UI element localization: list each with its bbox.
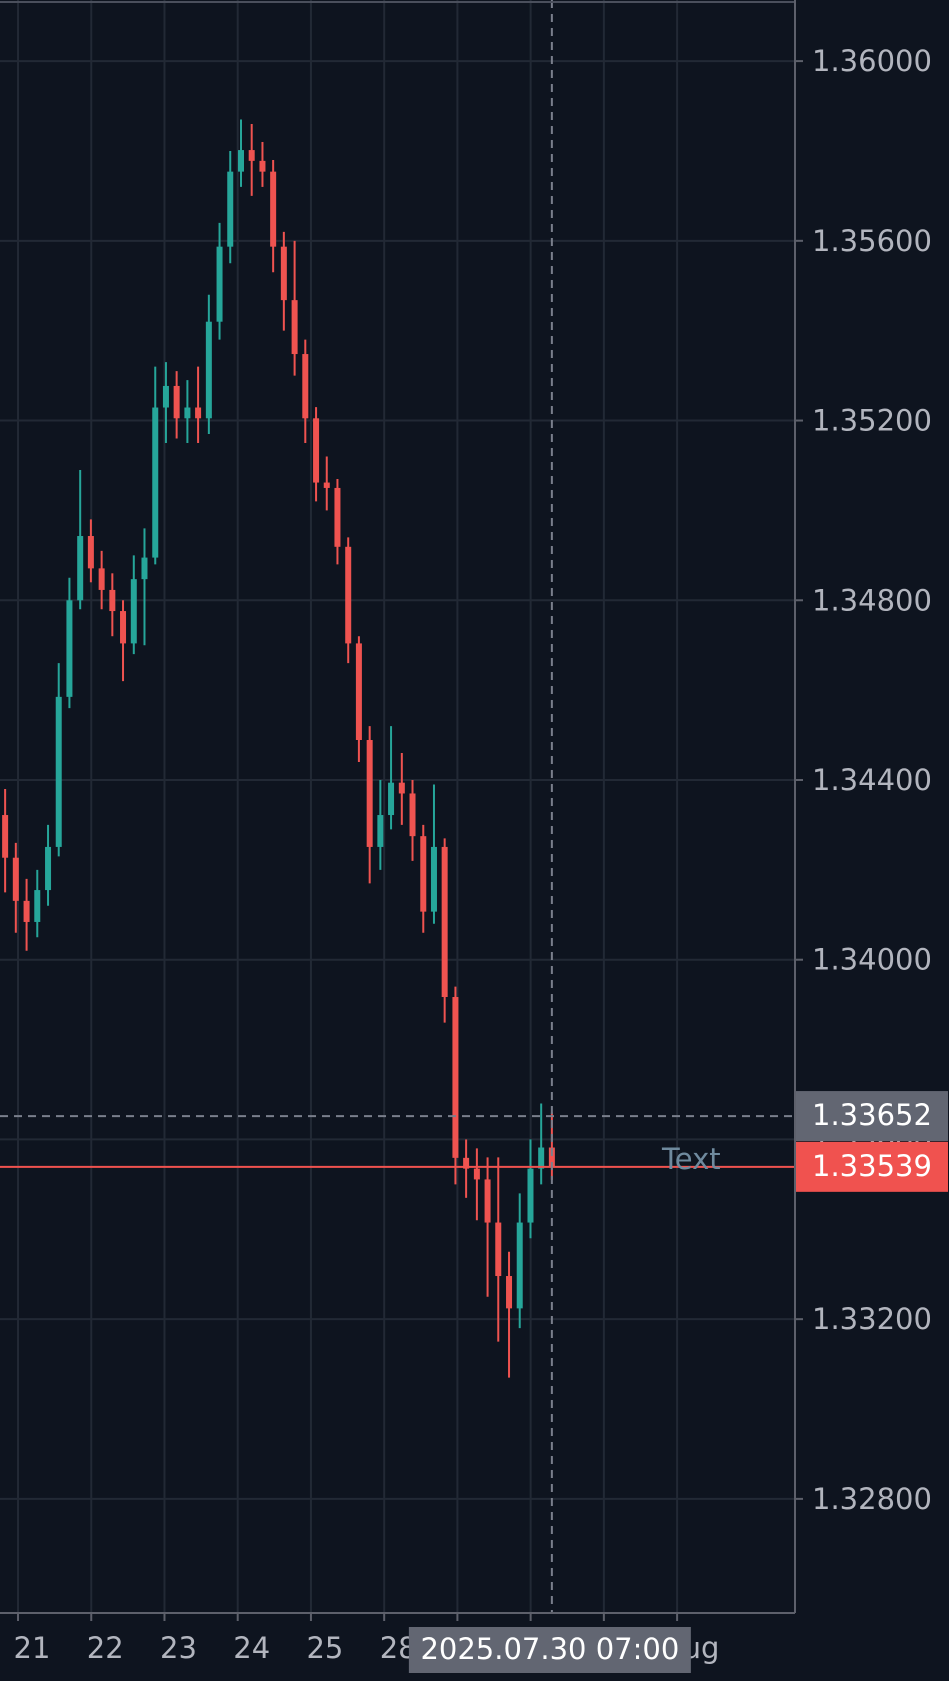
candle-body — [173, 385, 180, 419]
candle-body — [516, 1222, 523, 1309]
candle-body — [227, 171, 234, 247]
candle-body — [388, 782, 395, 816]
y-tick-label: 1.35200 — [812, 404, 932, 438]
candle-body — [45, 846, 52, 891]
y-tick-label: 1.34000 — [812, 943, 932, 977]
candle-body — [195, 407, 202, 419]
candle-body — [120, 611, 127, 644]
candle-body — [184, 407, 191, 419]
candle-body — [452, 997, 459, 1158]
x-tick-label: 23 — [160, 1631, 197, 1665]
candle-body — [527, 1168, 534, 1223]
price-line-label: 1.33539 — [812, 1149, 932, 1183]
candle-body — [495, 1222, 502, 1277]
candle-body — [506, 1276, 513, 1309]
price-line-box — [796, 1141, 948, 1192]
candle-body — [441, 846, 448, 998]
candle-body — [66, 600, 73, 697]
candle-body — [280, 246, 287, 301]
candle-body — [270, 171, 277, 247]
candle-body — [302, 354, 309, 419]
candles — [2, 119, 555, 1378]
candle-body — [12, 857, 19, 901]
crosshair-price-label: 1.33652 — [812, 1098, 932, 1132]
candle-body — [548, 1147, 555, 1167]
annotation-text: Text — [661, 1142, 721, 1176]
candle-body — [420, 836, 427, 912]
crosshair-price-box — [796, 1091, 948, 1142]
candle-body — [345, 546, 352, 644]
candle-body — [259, 160, 266, 172]
overlays: Text — [0, 0, 795, 1613]
candle-body — [205, 321, 212, 419]
candle-body — [398, 782, 405, 794]
y-tick-label: 1.32800 — [812, 1482, 932, 1516]
y-tick-label: 1.33200 — [812, 1302, 932, 1336]
candle-body — [87, 536, 94, 569]
crosshair-time-box — [408, 1627, 691, 1673]
candle-body — [291, 300, 298, 355]
candle-body — [98, 568, 105, 590]
candle-body — [34, 890, 41, 922]
x-tick-label: 22 — [87, 1631, 124, 1665]
y-tick-label: 1.36000 — [812, 44, 932, 78]
candle-body — [538, 1147, 545, 1169]
y-tick-label: 1.34800 — [812, 583, 932, 617]
candle-body — [430, 846, 437, 912]
x-tick-label: 21 — [14, 1631, 51, 1665]
candle-body — [355, 643, 362, 741]
axis-boxes: 1.33652 1.33539 2025.07.30 07:00 — [408, 1091, 948, 1673]
candle-body — [377, 815, 384, 847]
candle-body — [409, 793, 416, 837]
x-tick-label: 25 — [306, 1631, 343, 1665]
candle-body — [473, 1168, 480, 1180]
candle-body — [109, 589, 116, 612]
candle-body — [313, 418, 320, 483]
candle-body — [323, 482, 330, 488]
y-tick-label: 1.34400 — [812, 763, 932, 797]
candle-body — [130, 579, 137, 644]
candle-body — [484, 1179, 491, 1223]
candle-body — [334, 487, 341, 547]
candle-body — [152, 407, 159, 558]
x-tick-label: 24 — [233, 1631, 270, 1665]
candle-body — [77, 536, 84, 601]
candle-body — [162, 385, 169, 408]
candle-body — [238, 150, 245, 172]
candle-body — [216, 246, 223, 322]
candle-body — [141, 557, 148, 580]
candle-body — [463, 1157, 470, 1169]
candle-body — [248, 150, 255, 161]
crosshair-time-label: 2025.07.30 07:00 — [420, 1632, 679, 1666]
y-tick-label: 1.35600 — [812, 224, 932, 258]
candle-body — [2, 815, 9, 858]
candle-body — [366, 740, 373, 847]
candle-body — [55, 696, 62, 847]
candle-body — [23, 900, 30, 922]
